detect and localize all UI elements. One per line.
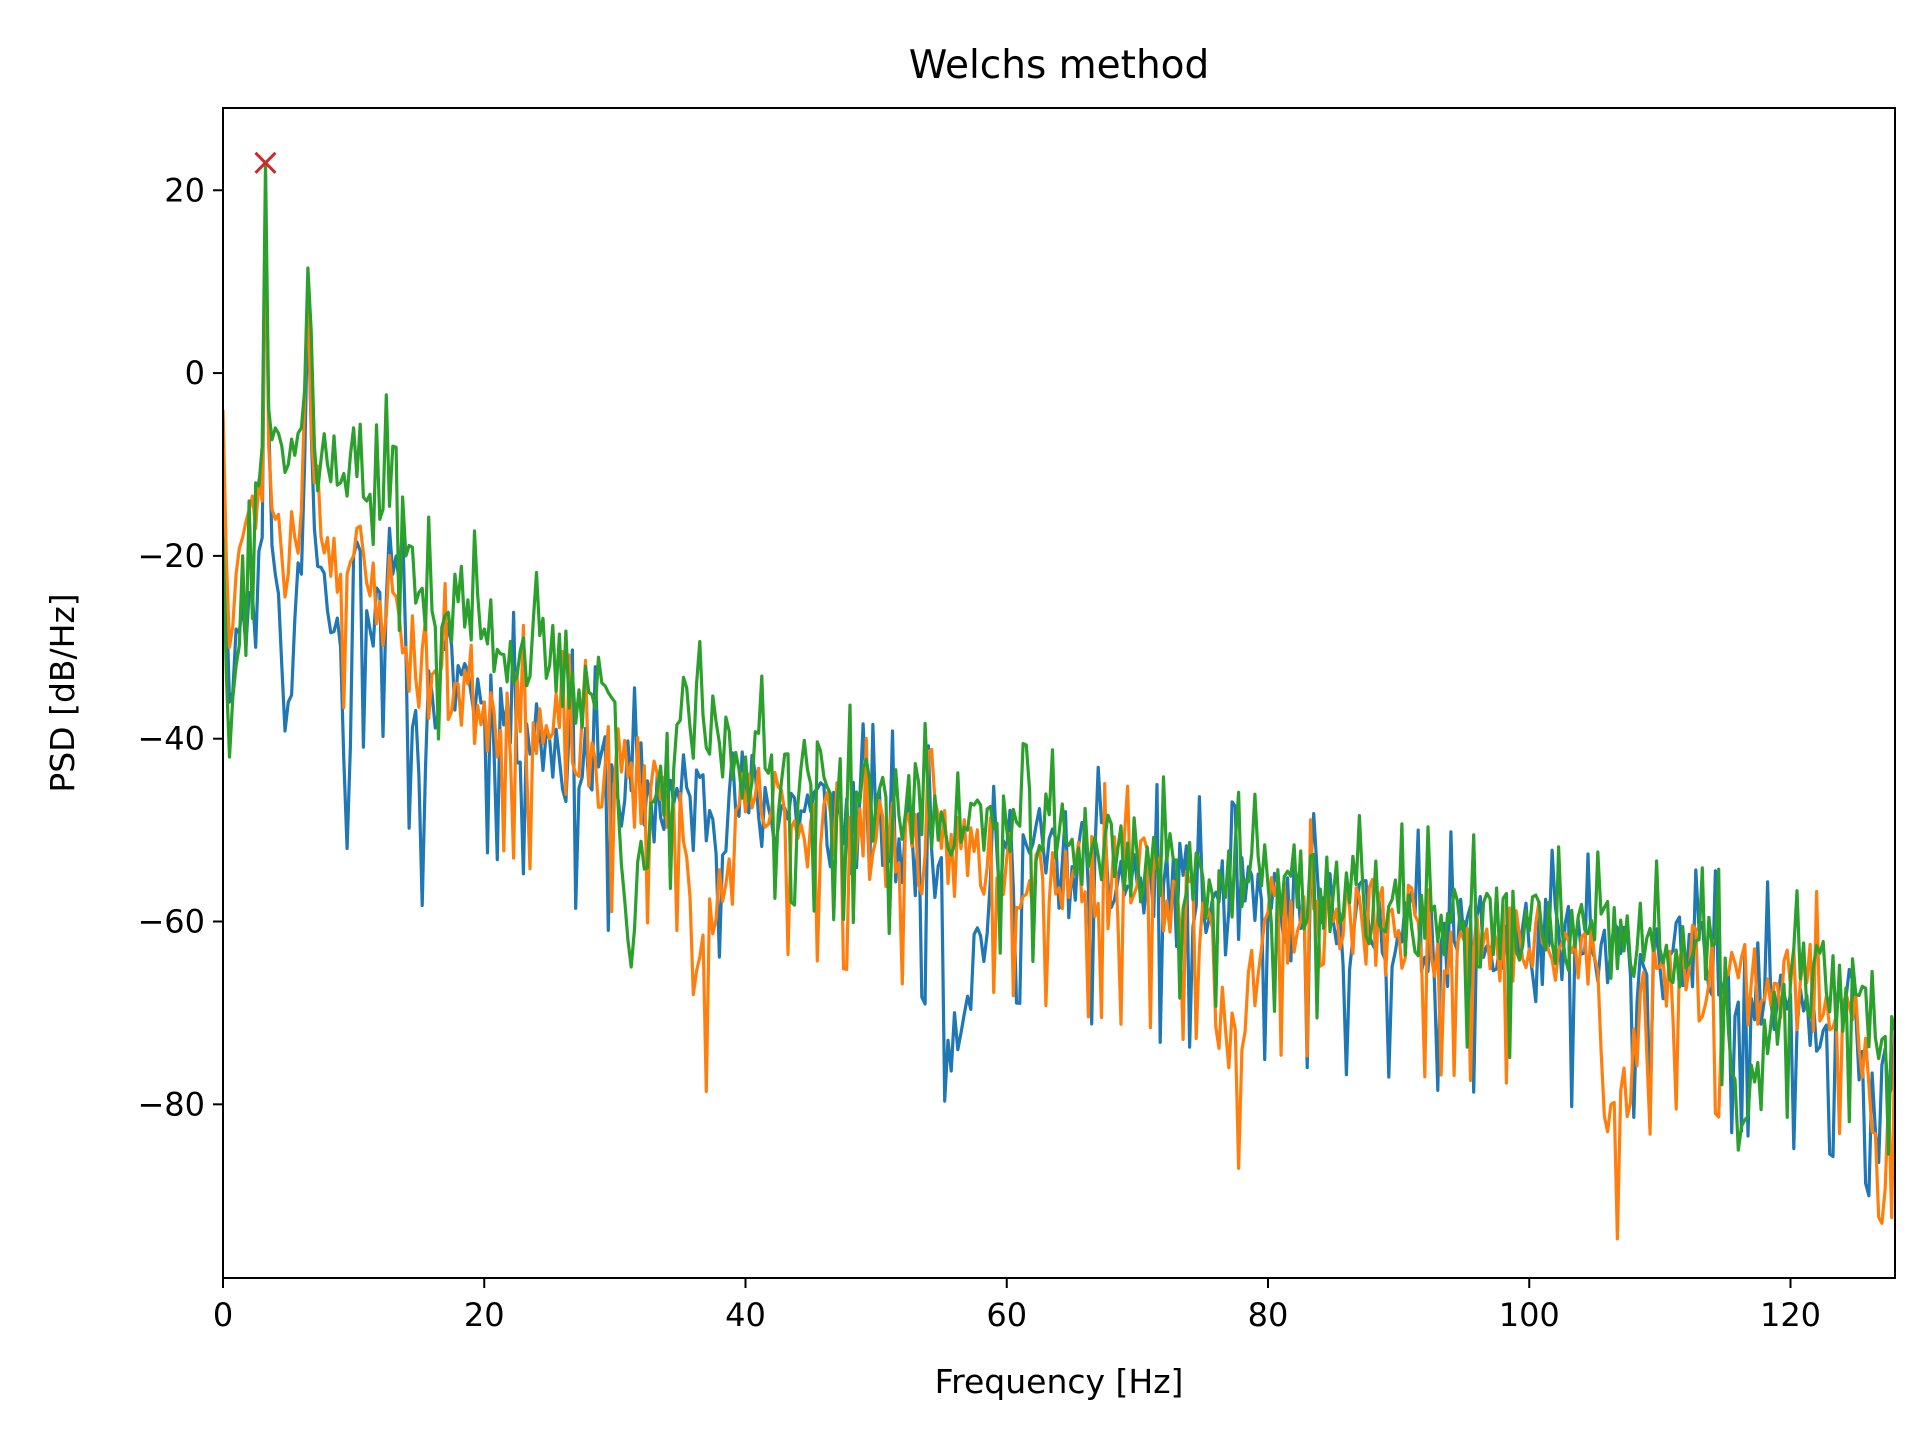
psd-series-line-2 xyxy=(223,188,1895,1241)
chart-title: Welchs method xyxy=(909,43,1210,88)
x-axis: 0 20 40 60 80 100 120 xyxy=(213,1278,1821,1334)
x-tick-label: 20 xyxy=(464,1296,505,1334)
x-tick-label: 0 xyxy=(213,1296,233,1334)
y-axis-label: PSD [dB/Hz] xyxy=(43,593,82,792)
x-axis-label: Frequency [Hz] xyxy=(935,1362,1184,1401)
y-tick-label: −60 xyxy=(137,903,205,941)
y-tick-label: −80 xyxy=(137,1085,205,1123)
x-tick-label: 60 xyxy=(986,1296,1027,1334)
psd-series-line-3 xyxy=(223,161,1895,1156)
peak-marker-icon xyxy=(254,151,277,174)
x-tick-label: 120 xyxy=(1760,1296,1821,1334)
plot-lines xyxy=(223,161,1895,1241)
y-tick-label: 0 xyxy=(185,354,205,392)
plot-frame xyxy=(222,107,1896,1279)
y-tick-label: −20 xyxy=(137,537,205,575)
x-tick-label: 40 xyxy=(725,1296,766,1334)
y-tick-label: −40 xyxy=(137,720,205,758)
x-tick-label: 80 xyxy=(1248,1296,1289,1334)
y-axis: 20 0 −20 −40 −60 −80 xyxy=(137,171,223,1123)
x-tick-label: 100 xyxy=(1499,1296,1560,1334)
y-tick-label: 20 xyxy=(164,171,205,209)
